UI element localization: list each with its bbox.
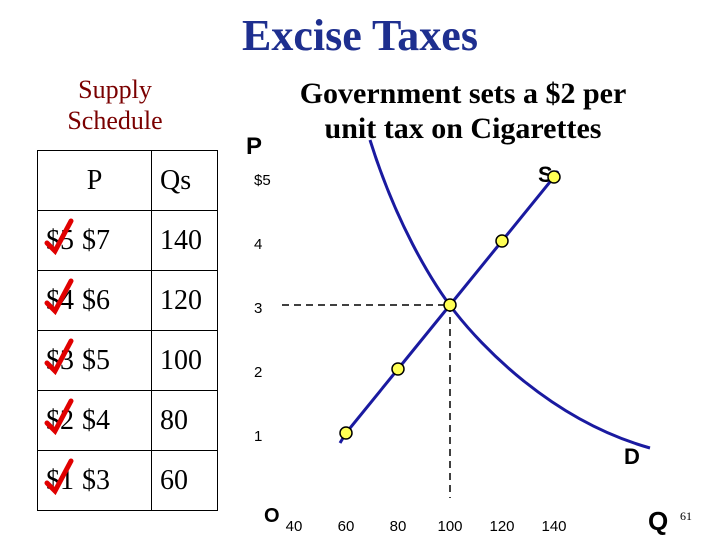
tax-headline: Government sets a $2 per unit tax on Cig…: [248, 76, 678, 146]
old-price: $1: [44, 458, 74, 497]
table-row: $5 $7 140: [37, 210, 218, 271]
supply-schedule-table: P Qs $5 $7 140 $4 $6 120 $3 $5 100 $2 $4: [37, 150, 218, 511]
x-tick-label: 100: [437, 518, 462, 535]
x-tick-label: 80: [390, 518, 407, 535]
price-cell: $1 $3: [37, 450, 152, 511]
old-price: $4: [44, 278, 74, 317]
quantity-cell: 120: [151, 270, 218, 331]
red-check-strike-icon: [44, 458, 74, 495]
old-price: $3: [44, 338, 74, 377]
supply-point: [391, 362, 405, 376]
new-price: $5: [82, 344, 110, 376]
supply-schedule-label: Supply Schedule: [40, 74, 190, 136]
supply-point: [547, 170, 561, 184]
table-header-row: P Qs: [37, 150, 218, 211]
price-cell: $4 $6: [37, 270, 152, 331]
supply-schedule-label-line2: Schedule: [67, 106, 163, 135]
y-tick-label: $5: [254, 172, 271, 189]
supply-points: [339, 170, 561, 440]
demand-curve: [368, 139, 651, 450]
old-price: $5: [44, 218, 74, 257]
quantity-cell: 140: [151, 210, 218, 271]
equilibrium-guides: [282, 304, 451, 498]
quantity-axis-ticks: 40 60 80 100 120 140: [286, 518, 567, 535]
red-check-strike-icon: [44, 398, 74, 435]
y-tick-label: 3: [254, 300, 262, 317]
quantity-cell: 80: [151, 390, 218, 451]
y-tick-label: 2: [254, 364, 262, 381]
new-price: $4: [82, 404, 110, 436]
origin-label: O: [264, 505, 280, 527]
quantity-cell: 60: [151, 450, 218, 511]
header-price: P: [37, 150, 152, 211]
p-axis-label: P: [246, 133, 262, 160]
x-tick-label: 60: [338, 518, 355, 535]
table-row: $2 $4 80: [37, 390, 218, 451]
table-row: $3 $5 100: [37, 330, 218, 391]
supply-point: [339, 426, 353, 440]
y-tick-label: 4: [254, 236, 262, 253]
tax-headline-line1: Government sets a $2 per: [299, 77, 627, 110]
supply-schedule-label-line1: Supply: [78, 75, 152, 104]
supply-point: [443, 298, 457, 312]
tax-headline-line2: unit tax on Cigarettes: [324, 112, 602, 145]
q-axis-label: Q: [648, 506, 668, 536]
red-check-strike-icon: [44, 278, 74, 315]
page-title: Excise Taxes: [242, 11, 478, 60]
header-quantity-supplied: Qs: [151, 150, 218, 211]
new-price: $7: [82, 224, 110, 256]
table-row: $4 $6 120: [37, 270, 218, 331]
red-check-strike-icon: [44, 218, 74, 255]
demand-curve-label: D: [624, 444, 640, 469]
table-row: $1 $3 60: [37, 450, 218, 511]
quantity-cell: 100: [151, 330, 218, 391]
red-check-strike-icon: [44, 338, 74, 375]
x-tick-label: 140: [541, 518, 566, 535]
price-axis-ticks: $5 4 3 2 1: [254, 172, 271, 445]
new-price: $6: [82, 284, 110, 316]
old-price: $2: [44, 398, 74, 437]
page-number: 61: [680, 509, 692, 523]
x-tick-label: 120: [489, 518, 514, 535]
x-tick-label: 40: [286, 518, 303, 535]
y-tick-label: 1: [254, 428, 262, 445]
price-cell: $2 $4: [37, 390, 152, 451]
supply-point: [495, 234, 509, 248]
new-price: $3: [82, 464, 110, 496]
